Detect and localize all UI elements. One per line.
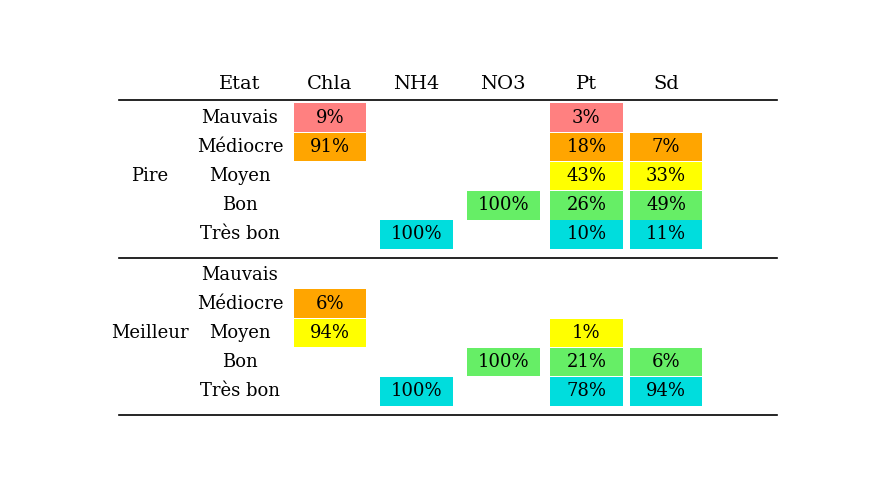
Bar bbox=[550, 319, 623, 347]
Text: Pt: Pt bbox=[576, 75, 597, 92]
Text: 1%: 1% bbox=[572, 324, 601, 342]
Text: 100%: 100% bbox=[391, 225, 443, 244]
Bar bbox=[293, 289, 367, 318]
Text: NO3: NO3 bbox=[480, 75, 526, 92]
Text: 100%: 100% bbox=[391, 382, 443, 400]
Text: 94%: 94% bbox=[310, 324, 350, 342]
Bar bbox=[550, 220, 623, 249]
Text: 43%: 43% bbox=[567, 167, 606, 185]
Bar bbox=[380, 377, 453, 405]
Text: 49%: 49% bbox=[646, 196, 686, 215]
Text: 10%: 10% bbox=[566, 225, 606, 244]
Text: 100%: 100% bbox=[477, 196, 529, 215]
Bar bbox=[293, 103, 367, 132]
Text: 9%: 9% bbox=[316, 109, 344, 127]
Text: Moyen: Moyen bbox=[209, 167, 271, 185]
Text: Bon: Bon bbox=[222, 353, 257, 371]
Text: 26%: 26% bbox=[567, 196, 606, 215]
Text: Mauvais: Mauvais bbox=[201, 266, 278, 283]
Text: Pire: Pire bbox=[131, 167, 168, 185]
Text: Chla: Chla bbox=[308, 75, 353, 92]
Bar bbox=[467, 191, 540, 219]
Text: 7%: 7% bbox=[652, 138, 680, 156]
Text: 3%: 3% bbox=[572, 109, 601, 127]
Bar bbox=[629, 220, 703, 249]
Text: 6%: 6% bbox=[652, 353, 680, 371]
Bar bbox=[550, 162, 623, 190]
Bar bbox=[550, 377, 623, 405]
Bar bbox=[629, 377, 703, 405]
Text: 18%: 18% bbox=[566, 138, 606, 156]
Text: Mauvais: Mauvais bbox=[201, 109, 278, 127]
Text: Très bon: Très bon bbox=[200, 382, 280, 400]
Text: Médiocre: Médiocre bbox=[197, 138, 283, 156]
Text: 33%: 33% bbox=[646, 167, 686, 185]
Bar bbox=[550, 191, 623, 219]
Text: Très bon: Très bon bbox=[200, 225, 280, 244]
Text: 94%: 94% bbox=[646, 382, 686, 400]
Text: 21%: 21% bbox=[567, 353, 606, 371]
Text: NH4: NH4 bbox=[393, 75, 440, 92]
Text: 91%: 91% bbox=[310, 138, 350, 156]
Text: Bon: Bon bbox=[222, 196, 257, 215]
Bar bbox=[380, 220, 453, 249]
Text: Etat: Etat bbox=[219, 75, 261, 92]
Text: 6%: 6% bbox=[316, 295, 344, 313]
Text: Médiocre: Médiocre bbox=[197, 295, 283, 313]
Text: 78%: 78% bbox=[567, 382, 606, 400]
Bar bbox=[629, 348, 703, 376]
Bar bbox=[550, 348, 623, 376]
Text: Meilleur: Meilleur bbox=[111, 324, 189, 342]
Text: Moyen: Moyen bbox=[209, 324, 271, 342]
Text: 11%: 11% bbox=[646, 225, 686, 244]
Bar bbox=[550, 133, 623, 161]
Bar bbox=[629, 133, 703, 161]
Bar bbox=[629, 162, 703, 190]
Text: 100%: 100% bbox=[477, 353, 529, 371]
Bar bbox=[293, 319, 367, 347]
Bar bbox=[293, 133, 367, 161]
Bar bbox=[467, 348, 540, 376]
Text: Sd: Sd bbox=[654, 75, 679, 92]
Bar bbox=[629, 191, 703, 219]
Bar bbox=[550, 103, 623, 132]
